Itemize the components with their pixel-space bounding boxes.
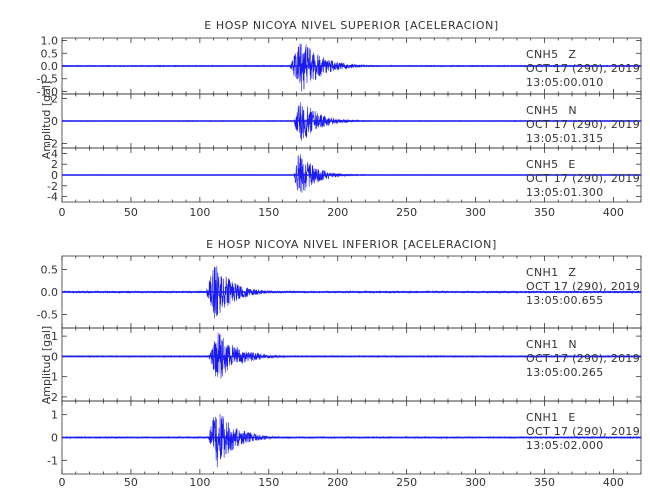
record-date: OCT 17 (290), 2019 <box>526 118 640 131</box>
record-time: 13:05:02.000 <box>526 439 604 452</box>
station-code: CNH5 <box>526 158 558 171</box>
x-tick-label: 250 <box>396 206 417 219</box>
y-tick-label: 2 <box>51 158 58 171</box>
y-tick-label: 0 <box>51 169 58 182</box>
x-tick-label: 150 <box>258 476 279 489</box>
station-component-label: CNH1 Z <box>526 266 576 279</box>
component-code: N <box>568 338 577 351</box>
station-code: CNH1 <box>526 266 558 279</box>
y-tick-label: 1 <box>51 330 58 343</box>
y-tick-label: 2 <box>51 93 58 106</box>
record-date: OCT 17 (290), 2019 <box>526 172 640 185</box>
x-tick-label: 300 <box>465 206 486 219</box>
x-tick-label: 350 <box>534 206 555 219</box>
y-tick-label: 0.0 <box>41 286 59 299</box>
y-tick-label: 0 <box>51 432 58 445</box>
record-date: OCT 17 (290), 2019 <box>526 280 640 293</box>
record-date: OCT 17 (290), 2019 <box>526 425 640 438</box>
y-tick-label: 0.5 <box>41 264 59 277</box>
x-tick-label: 50 <box>124 476 138 489</box>
component-code: E <box>568 411 575 424</box>
station-code: CNH5 <box>526 104 558 117</box>
y-tick-label: 0 <box>51 115 58 128</box>
y-tick-label: 1 <box>51 409 58 422</box>
seismogram-trace <box>61 266 642 319</box>
component-code: E <box>568 158 575 171</box>
y-tick-label: -2 <box>47 180 58 193</box>
y-tick-label: -1 <box>47 454 58 467</box>
y-tick-label: -0.5 <box>37 309 58 322</box>
seismogram-trace <box>61 154 642 193</box>
y-tick-label: 0 <box>51 350 58 363</box>
station-component-label: CNH1 N <box>526 338 577 351</box>
y-tick-label: -4 <box>47 191 58 204</box>
record-time: 13:05:00.265 <box>526 366 604 379</box>
station-component-label: CNH1 E <box>526 411 576 424</box>
record-time: 13:05:01.315 <box>526 132 604 145</box>
seismogram-trace <box>61 413 642 467</box>
y-tick-label: 0.0 <box>41 60 59 73</box>
x-tick-label: 200 <box>327 476 348 489</box>
x-tick-label: 100 <box>189 476 210 489</box>
component-code: Z <box>568 48 576 61</box>
x-tick-label: 0 <box>59 476 66 489</box>
seismogram-trace <box>61 43 642 92</box>
x-tick-label: 400 <box>603 476 624 489</box>
x-tick-label: 250 <box>396 476 417 489</box>
y-tick-label: 4 <box>51 147 58 160</box>
x-tick-label: 200 <box>327 206 348 219</box>
seismogram-trace <box>61 332 642 379</box>
record-time: 13:05:00.655 <box>526 294 604 307</box>
chart-title: E HOSP NICOYA NIVEL SUPERIOR [ACELERACIO… <box>204 19 499 32</box>
y-tick-label: -2 <box>47 138 58 151</box>
record-time: 13:05:00.010 <box>526 76 604 89</box>
x-tick-label: 400 <box>603 206 624 219</box>
x-tick-label: 350 <box>534 476 555 489</box>
component-code: N <box>568 104 577 117</box>
x-tick-label: 150 <box>258 206 279 219</box>
y-axis-label: Amplitud [gal] <box>40 326 53 404</box>
station-component-label: CNH5 Z <box>526 48 576 61</box>
station-component-label: CNH5 E <box>526 158 576 171</box>
component-code: Z <box>568 266 576 279</box>
y-tick-label: -0.5 <box>37 73 58 86</box>
y-axis-label: Amplitud [gal] <box>40 81 53 159</box>
record-date: OCT 17 (290), 2019 <box>526 352 640 365</box>
y-tick-label: -2 <box>47 391 58 404</box>
x-tick-label: 300 <box>465 476 486 489</box>
x-tick-label: 50 <box>124 206 138 219</box>
station-code: CNH1 <box>526 411 558 424</box>
x-tick-label: 100 <box>189 206 210 219</box>
station-code: CNH1 <box>526 338 558 351</box>
y-tick-label: 0.5 <box>41 47 59 60</box>
chart-title: E HOSP NICOYA NIVEL INFERIOR [ACELERACIO… <box>206 238 497 251</box>
chart-2: E HOSP NICOYA NIVEL INFERIOR [ACELERACIO… <box>37 238 642 489</box>
seismogram-trace <box>61 102 642 141</box>
y-tick-label: -1 <box>47 371 58 384</box>
x-tick-label: 0 <box>59 206 66 219</box>
record-date: OCT 17 (290), 2019 <box>526 62 640 75</box>
record-time: 13:05:01.300 <box>526 186 604 199</box>
y-tick-label: -1.0 <box>37 85 58 98</box>
y-tick-label: 1.0 <box>41 35 59 48</box>
station-component-label: CNH5 N <box>526 104 577 117</box>
chart-1: E HOSP NICOYA NIVEL SUPERIOR [ACELERACIO… <box>37 19 642 219</box>
station-code: CNH5 <box>526 48 558 61</box>
